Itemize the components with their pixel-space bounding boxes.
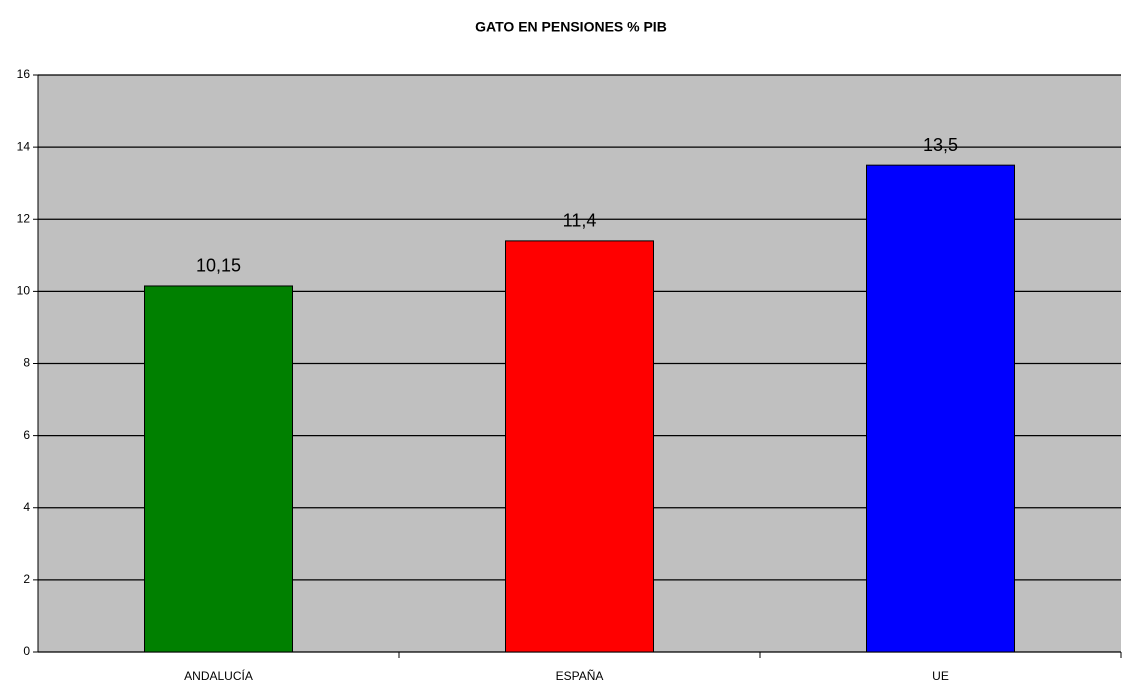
y-tick-label: 4 xyxy=(23,500,30,514)
y-tick-label: 0 xyxy=(23,644,30,658)
y-tick-label: 10 xyxy=(17,284,31,298)
x-tick-label: ANDALUCÍA xyxy=(184,668,253,683)
y-tick-label: 8 xyxy=(23,356,30,370)
y-tick-label: 12 xyxy=(17,211,31,225)
y-tick-label: 6 xyxy=(23,428,30,442)
value-label: 13,5 xyxy=(923,135,958,155)
bar xyxy=(866,164,1015,653)
value-label: 10,15 xyxy=(196,256,241,276)
bar xyxy=(144,285,293,653)
x-tick-label: UE xyxy=(932,669,949,683)
x-tick-label: ESPAÑA xyxy=(556,669,604,683)
value-label: 11,4 xyxy=(563,211,597,231)
chart-title: GATO EN PENSIONES % PIB xyxy=(475,19,667,35)
y-tick-label: 16 xyxy=(17,67,31,81)
y-tick-label: 2 xyxy=(23,572,30,586)
bar xyxy=(505,240,654,653)
y-tick-label: 14 xyxy=(17,139,31,153)
